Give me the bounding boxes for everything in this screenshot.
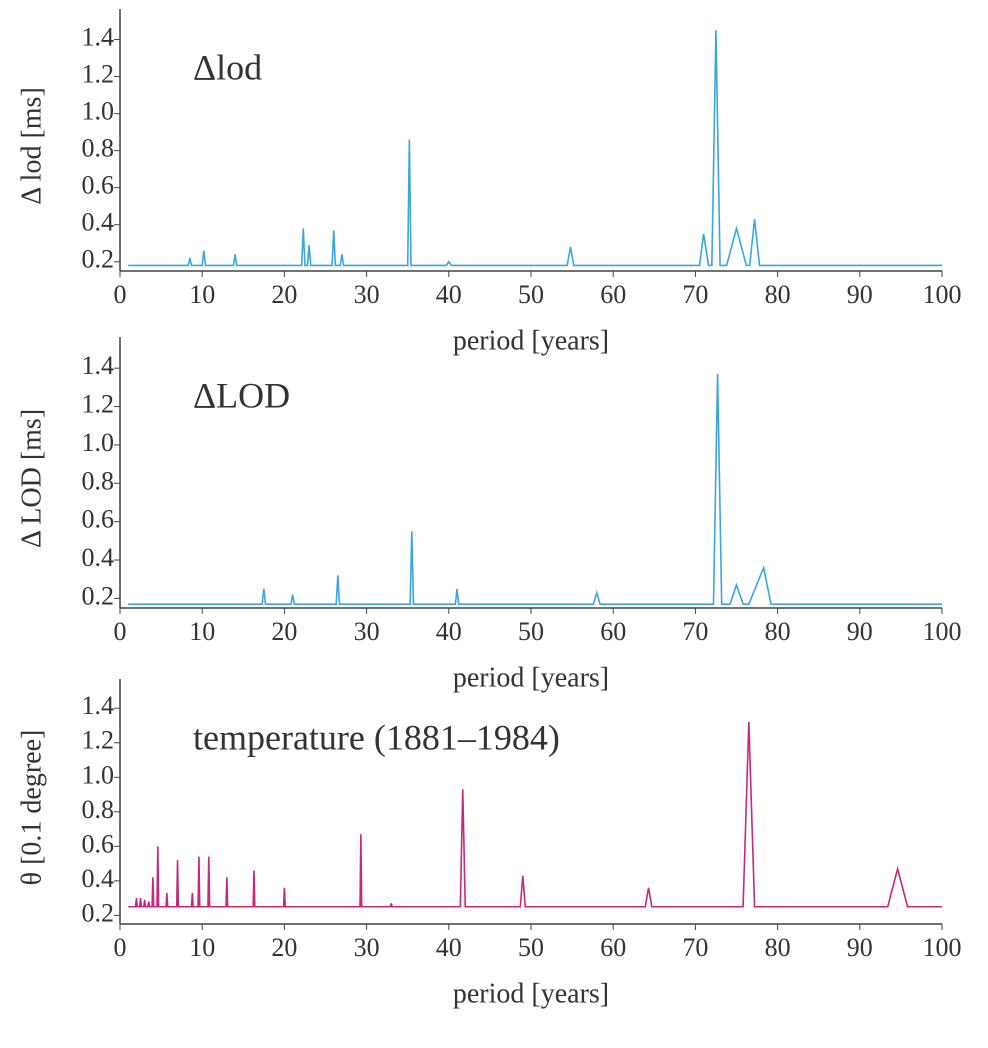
x-axis-label: period [years]	[453, 662, 609, 693]
x-tick-label: 70	[682, 617, 708, 646]
x-tick-label: 80	[765, 617, 791, 646]
x-tick-label: 10	[189, 280, 215, 309]
y-tick-label: 0.6	[82, 829, 115, 858]
x-tick-label: 100	[923, 933, 962, 962]
x-tick-label: 30	[354, 617, 380, 646]
y-tick-label: 0.2	[82, 581, 115, 610]
y-tick-label: 0.4	[82, 543, 115, 572]
x-tick-label: 60	[600, 280, 626, 309]
annotation: Δlod	[193, 47, 262, 87]
annotation: ΔLOD	[193, 375, 290, 415]
y-tick-label: 0.8	[82, 134, 115, 163]
x-axis-label: period [years]	[453, 325, 609, 356]
y-axis-label: Δ lod [ms]	[16, 87, 47, 205]
line	[128, 373, 942, 605]
y-tick-label: 1.4	[82, 22, 115, 51]
line	[128, 30, 942, 267]
y-tick-label: 1.0	[82, 97, 115, 126]
x-tick-label: 0	[114, 280, 127, 309]
y-tick-label: 1.2	[82, 726, 115, 755]
x-tick-label: 60	[600, 933, 626, 962]
x-tick-label: 80	[765, 280, 791, 309]
y-axis-label: θ [0.1 degree]	[16, 730, 47, 886]
x-tick-label: 70	[682, 280, 708, 309]
x-tick-label: 20	[271, 933, 297, 962]
x-tick-label: 90	[847, 280, 873, 309]
x-tick-label: 60	[600, 617, 626, 646]
x-tick-label: 0	[114, 933, 127, 962]
x-tick-label: 40	[436, 280, 462, 309]
x-tick-label: 50	[518, 933, 544, 962]
x-tick-label: 80	[765, 933, 791, 962]
x-tick-label: 30	[354, 280, 380, 309]
y-tick-label: 0.6	[82, 171, 115, 200]
x-tick-label: 20	[271, 617, 297, 646]
line	[128, 722, 942, 908]
x-tick-label: 90	[847, 933, 873, 962]
y-tick-label: 0.2	[82, 245, 115, 274]
y-tick-label: 0.4	[82, 208, 115, 237]
x-tick-label: 90	[847, 617, 873, 646]
y-tick-label: 1.4	[82, 691, 115, 720]
y-tick-label: 0.4	[82, 864, 115, 893]
x-tick-label: 70	[682, 933, 708, 962]
x-tick-label: 100	[923, 280, 962, 309]
x-tick-label: 50	[518, 617, 544, 646]
x-tick-label: 10	[189, 933, 215, 962]
x-tick-label: 0	[114, 617, 127, 646]
y-tick-label: 0.6	[82, 505, 115, 534]
x-tick-label: 30	[354, 933, 380, 962]
annotation: temperature (1881–1984)	[193, 717, 560, 757]
y-tick-label: 1.2	[82, 390, 115, 419]
x-tick-label: 50	[518, 280, 544, 309]
y-tick-label: 0.8	[82, 795, 115, 824]
y-tick-label: 1.0	[82, 760, 115, 789]
x-tick-label: 100	[923, 617, 962, 646]
x-tick-label: 40	[436, 933, 462, 962]
y-tick-label: 1.2	[82, 60, 115, 89]
x-tick-label: 40	[436, 617, 462, 646]
y-axis-label: Δ LOD [ms]	[16, 409, 47, 548]
y-tick-label: 0.8	[82, 466, 115, 495]
x-axis-label: period [years]	[453, 978, 609, 1009]
x-tick-label: 20	[271, 280, 297, 309]
x-tick-label: 10	[189, 617, 215, 646]
y-tick-label: 1.0	[82, 428, 115, 457]
y-tick-label: 0.2	[82, 898, 115, 927]
y-tick-label: 1.4	[82, 351, 115, 380]
